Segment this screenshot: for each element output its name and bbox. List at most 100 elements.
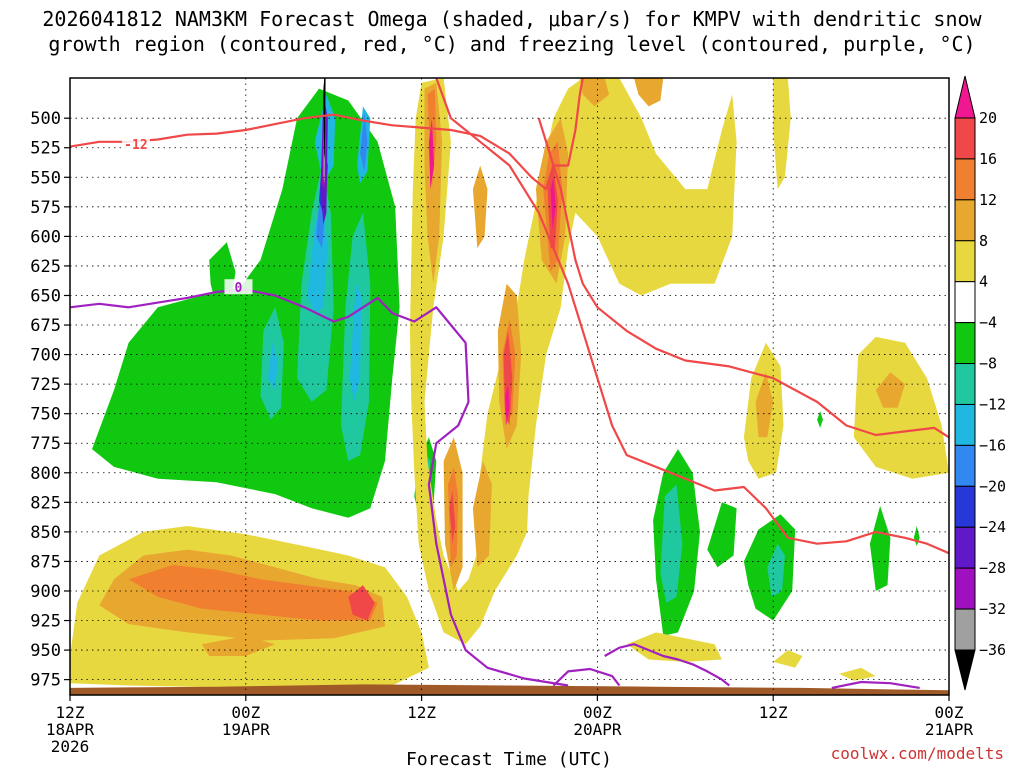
colorbar-bin-10 — [954, 485, 976, 528]
colorbar-bottom-triangle — [954, 649, 976, 691]
y-tick-label-725: 725 — [30, 375, 61, 395]
omega-region-58 — [550, 177, 556, 231]
omega-region-43 — [579, 78, 610, 107]
x-tick-label-48-1: 12Z — [759, 703, 788, 722]
colorbar-label-3: 8 — [979, 232, 988, 250]
y-tick-label-550: 550 — [30, 168, 61, 188]
plot-frame — [69, 77, 950, 696]
y-tick-label-500: 500 — [30, 109, 61, 129]
x-tick-label-36-2: 20APR — [573, 720, 622, 739]
contour-line-0 — [70, 78, 584, 191]
y-tick-label-650: 650 — [30, 286, 61, 306]
y-tick-label-975: 975 — [30, 671, 61, 691]
y-tick-label-700: 700 — [30, 346, 61, 366]
omega-region-36 — [201, 635, 276, 656]
x-tick-label-36-1: 00Z — [583, 703, 612, 722]
contour-label-bg-3 — [224, 279, 253, 295]
omega-region-52 — [348, 585, 375, 621]
colorbar: 20 16 12 8 4 −4 −8 −12 −16 −20 −24 −28 −32 −36 — [954, 75, 1006, 691]
omega-region-45 — [755, 372, 774, 438]
x-tick-label-12-1: 00Z — [231, 703, 260, 722]
contour-label-bg-0 — [121, 136, 150, 152]
omega-region-41 — [472, 461, 492, 568]
omega-region-32 — [626, 632, 722, 662]
y-tick-label-675: 675 — [30, 316, 61, 336]
y-tick-label-575: 575 — [30, 198, 61, 218]
colorbar-bin-5 — [954, 281, 976, 324]
y-tick-label-825: 825 — [30, 493, 61, 513]
contour-line-2 — [435, 78, 949, 555]
x-tick-label-0-3: 2026 — [51, 737, 90, 756]
colorbar-bin-1 — [954, 117, 976, 160]
colorbar-bin-6 — [954, 322, 976, 365]
colorbar-label-4: 4 — [979, 273, 988, 291]
colorbar-label-8: −16 — [979, 436, 1006, 454]
contour-layer — [70, 78, 949, 689]
colorbar-label-9: −20 — [979, 477, 1006, 495]
omega-region-44 — [634, 78, 664, 107]
x-axis-label: Forecast Time (UTC) — [406, 749, 612, 768]
colorbar-bin-12 — [954, 567, 976, 610]
omega-region-46 — [875, 372, 905, 408]
omega-region-28 — [409, 78, 737, 645]
x-tick-label-24-1: 12Z — [407, 703, 436, 722]
x-tick-label-60-1: 00Z — [935, 703, 964, 722]
y-tick-label-900: 900 — [30, 582, 61, 602]
colorbar-bin-7 — [954, 363, 976, 405]
omega-region-13 — [660, 484, 683, 603]
colorbar-bin-13 — [954, 608, 976, 651]
colorbar-bin-9 — [954, 444, 976, 487]
colorbar-label-0: 20 — [979, 109, 997, 127]
colorbar-bin-11 — [954, 526, 976, 569]
omega-region-17 — [267, 342, 278, 390]
omega-region-47 — [128, 565, 378, 621]
colorbar-label-7: −12 — [979, 395, 1006, 413]
gridlines — [70, 78, 949, 695]
chart-title-line-2: growth region (contoured, red, °C) and f… — [48, 32, 976, 56]
colorbar-label-6: −8 — [979, 355, 997, 373]
omega-region-57 — [505, 384, 510, 426]
credit-text: coolwx.com/modelts — [830, 744, 1004, 763]
colorbar-bin-2 — [954, 158, 976, 201]
colorbar-label-10: −24 — [979, 518, 1006, 536]
contour-line-3 — [70, 288, 569, 687]
colorbar-label-11: −28 — [979, 559, 1006, 577]
contour-label-3: 0 — [235, 281, 243, 296]
omega-region-54 — [449, 490, 456, 544]
omega-region-2 — [817, 411, 823, 428]
y-tick-label-600: 600 — [30, 227, 61, 247]
chart-title-line-1: 2026041812 NAM3KM Forecast Omega (shaded… — [42, 7, 982, 31]
y-tick-label-925: 925 — [30, 612, 61, 632]
colorbar-label-1: 16 — [979, 150, 997, 168]
omega-region-29 — [773, 78, 791, 190]
y-tick-label-950: 950 — [30, 641, 61, 661]
ground-fill — [70, 684, 949, 695]
colorbar-label-13: −36 — [979, 641, 1006, 659]
colorbar-bin-3 — [954, 199, 976, 242]
y-axis: 500 525 550 575 600 625 650 675 700 725 750 775 800 8… — [30, 109, 70, 691]
omega-region-37 — [424, 82, 443, 284]
contour-labels: -12 0 — [121, 136, 253, 296]
contour-line-5 — [604, 643, 730, 687]
omega-region-14 — [767, 543, 785, 597]
x-tick-label-12-2: 19APR — [222, 720, 271, 739]
colorbar-bin-4 — [954, 240, 976, 283]
y-tick-label-850: 850 — [30, 523, 61, 543]
omega-region-38 — [472, 165, 488, 249]
omega-region-34 — [839, 667, 876, 681]
omega-region-16 — [349, 283, 362, 402]
omega-region-31 — [853, 336, 949, 479]
y-tick-label-800: 800 — [30, 464, 61, 484]
y-tick-label-750: 750 — [30, 405, 61, 425]
y-tick-label-775: 775 — [30, 434, 61, 454]
colorbar-top-triangle — [954, 75, 976, 119]
contour-label-0: -12 — [124, 138, 147, 153]
omega-region-6 — [869, 505, 891, 591]
omega-region-56 — [428, 118, 435, 190]
omega-region-33 — [773, 650, 803, 668]
omega-region-26 — [323, 78, 326, 160]
colorbar-label-12: −32 — [979, 600, 1006, 618]
contour-line-4 — [552, 667, 621, 687]
